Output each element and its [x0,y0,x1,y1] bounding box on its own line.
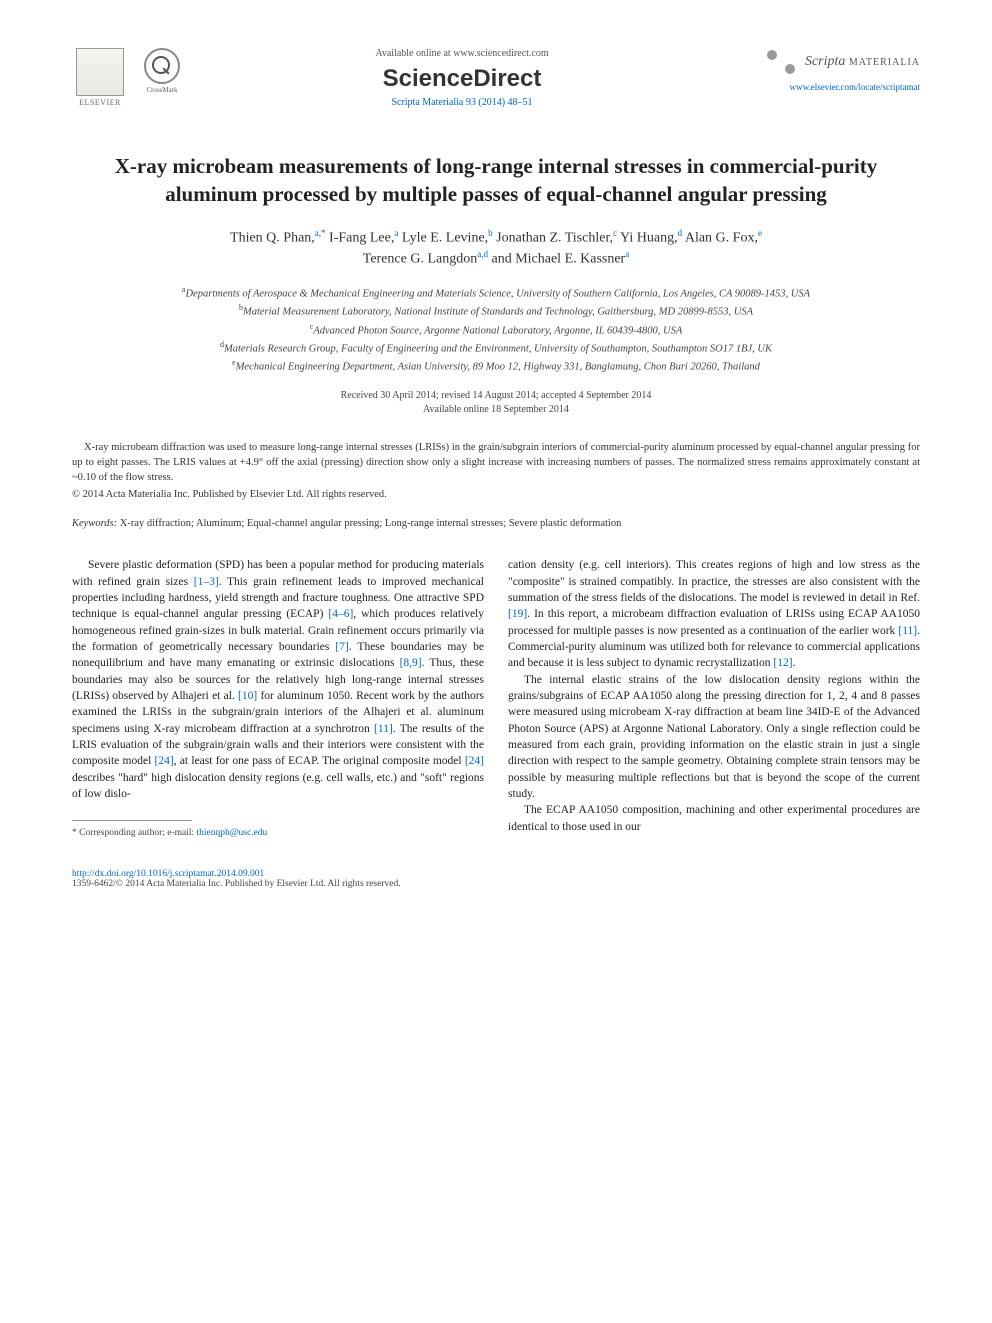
page-footer: http://dx.doi.org/10.1016/j.scriptamat.2… [72,869,920,889]
citation-link[interactable]: [19] [508,608,527,620]
authors-list: Thien Q. Phan,a,* I-Fang Lee,a Lyle E. L… [72,227,920,270]
available-online-text: Available online at www.sciencedirect.co… [184,48,740,59]
molecule-icon [763,48,799,76]
corresponding-footnote: * Corresponding author; e-mail: thienqph… [72,827,484,840]
author-sup: a,* [315,228,326,238]
dates-line2: Available online 18 September 2014 [72,403,920,417]
body-paragraph: cation density (e.g. cell interiors). Th… [508,557,920,671]
elsevier-logo: ELSEVIER [72,48,128,112]
header-left-logos: ELSEVIER CrossMark [72,48,184,112]
author-sup: b [488,228,493,238]
header-right: Scripta MATERIALIA www.elsevier.com/loca… [740,48,920,92]
citation-link[interactable]: [11] [898,625,917,637]
citation-link[interactable]: [8,9] [400,657,422,669]
body-paragraph: The ECAP AA1050 composition, machining a… [508,802,920,835]
author: Lyle E. Levine, [402,230,488,245]
affiliation: Advanced Photon Source, Argonne National… [313,325,682,336]
author: Jonathan Z. Tischler, [496,230,613,245]
crossmark-badge[interactable]: CrossMark [140,48,184,104]
citation-link[interactable]: [7] [335,641,348,653]
footnote-separator [72,820,192,821]
author: Yi Huang, [620,230,678,245]
affiliation: Materials Research Group, Faculty of Eng… [224,343,772,354]
scripta-sub: MATERIALIA [849,57,920,68]
right-column: cation density (e.g. cell interiors). Th… [508,557,920,840]
author: and Michael E. Kassner [491,252,625,267]
doi-link[interactable]: http://dx.doi.org/10.1016/j.scriptamat.2… [72,869,264,879]
author-sup: a [394,228,398,238]
citation-link[interactable]: [12] [773,657,792,669]
scripta-text: Scripta MATERIALIA [805,54,920,70]
journal-url[interactable]: www.elsevier.com/locate/scriptamat [740,82,920,92]
paper-header: ELSEVIER CrossMark Available online at w… [72,48,920,112]
author-sup: c [613,228,617,238]
author-sup: d [678,228,683,238]
author: Terence G. Langdon [363,252,477,267]
citation-link[interactable]: [1–3] [194,576,219,588]
affiliation: Mechanical Engineering Department, Asian… [236,362,760,373]
citation-link[interactable]: [24] [465,755,484,767]
left-column: Severe plastic deformation (SPD) has bee… [72,557,484,840]
affiliation: Material Measurement Laboratory, Nationa… [243,307,753,318]
citation-link[interactable]: [10] [238,690,257,702]
author-sup: a,d [477,249,488,259]
citation-link[interactable]: [24] [155,755,174,767]
elsevier-tree-icon [76,48,124,96]
author-sup: a [625,249,629,259]
citation-link[interactable]: [4–6] [328,608,353,620]
issn-copyright: 1359-6462/© 2014 Acta Materialia Inc. Pu… [72,879,401,889]
header-center: Available online at www.sciencedirect.co… [184,48,740,108]
publication-dates: Received 30 April 2014; revised 14 Augus… [72,389,920,417]
footnote-label: * Corresponding author; e-mail: [72,828,197,838]
paper-title: X-ray microbeam measurements of long-ran… [72,152,920,209]
journal-reference[interactable]: Scripta Materialia 93 (2014) 48–51 [184,97,740,108]
author: I-Fang Lee, [329,230,394,245]
affiliation: Departments of Aerospace & Mechanical En… [185,289,810,300]
keywords-text: X-ray diffraction; Aluminum; Equal-chann… [117,518,621,529]
affiliations: aDepartments of Aerospace & Mechanical E… [72,284,920,375]
body-text: Severe plastic deformation (SPD) has bee… [72,557,920,840]
footnote-email[interactable]: thienqph@usc.edu [197,828,268,838]
dates-line1: Received 30 April 2014; revised 14 Augus… [72,389,920,403]
crossmark-icon [144,48,180,84]
crossmark-label: CrossMark [146,86,177,94]
scripta-logo: Scripta MATERIALIA [740,48,920,76]
keywords-label: Keywords: [72,518,117,529]
body-paragraph: Severe plastic deformation (SPD) has bee… [72,557,484,802]
copyright: © 2014 Acta Materialia Inc. Published by… [72,489,920,500]
author: Alan G. Fox, [685,230,758,245]
sciencedirect-logo: ScienceDirect [184,65,740,93]
author: Thien Q. Phan, [230,230,315,245]
body-paragraph: The internal elastic strains of the low … [508,672,920,803]
author-sup: e [758,228,762,238]
abstract: X-ray microbeam diffraction was used to … [72,441,920,485]
citation-link[interactable]: [11] [374,723,393,735]
keywords: Keywords: X-ray diffraction; Aluminum; E… [72,518,920,529]
elsevier-label: ELSEVIER [79,98,121,107]
scripta-name: Scripta [805,54,845,69]
